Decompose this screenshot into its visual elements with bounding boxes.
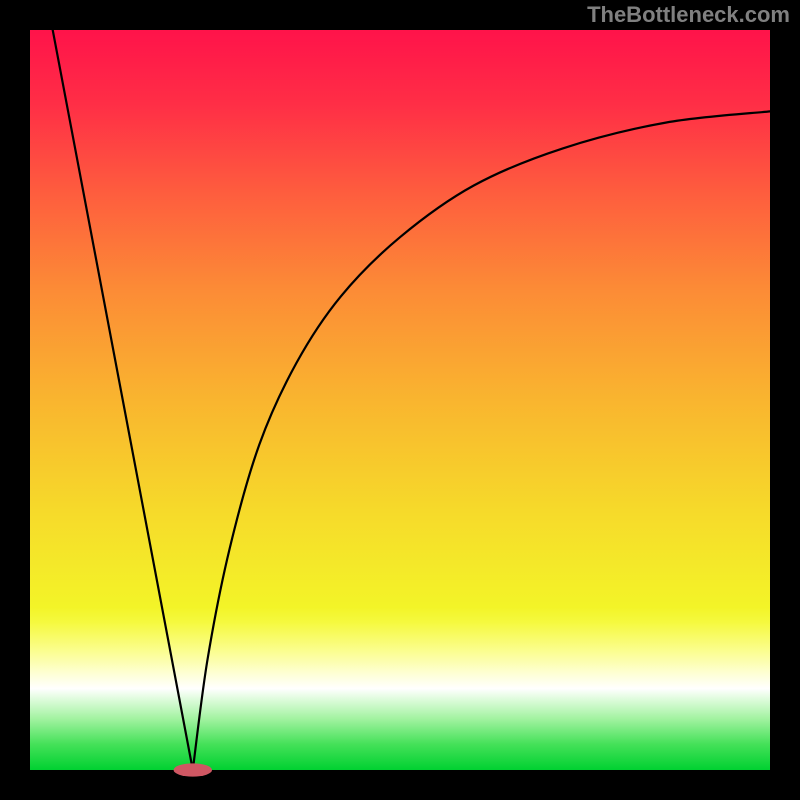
bottleneck-chart <box>0 0 800 800</box>
chart-container: TheBottleneck.com <box>0 0 800 800</box>
plot-background <box>30 30 770 770</box>
optimum-marker <box>174 763 212 776</box>
